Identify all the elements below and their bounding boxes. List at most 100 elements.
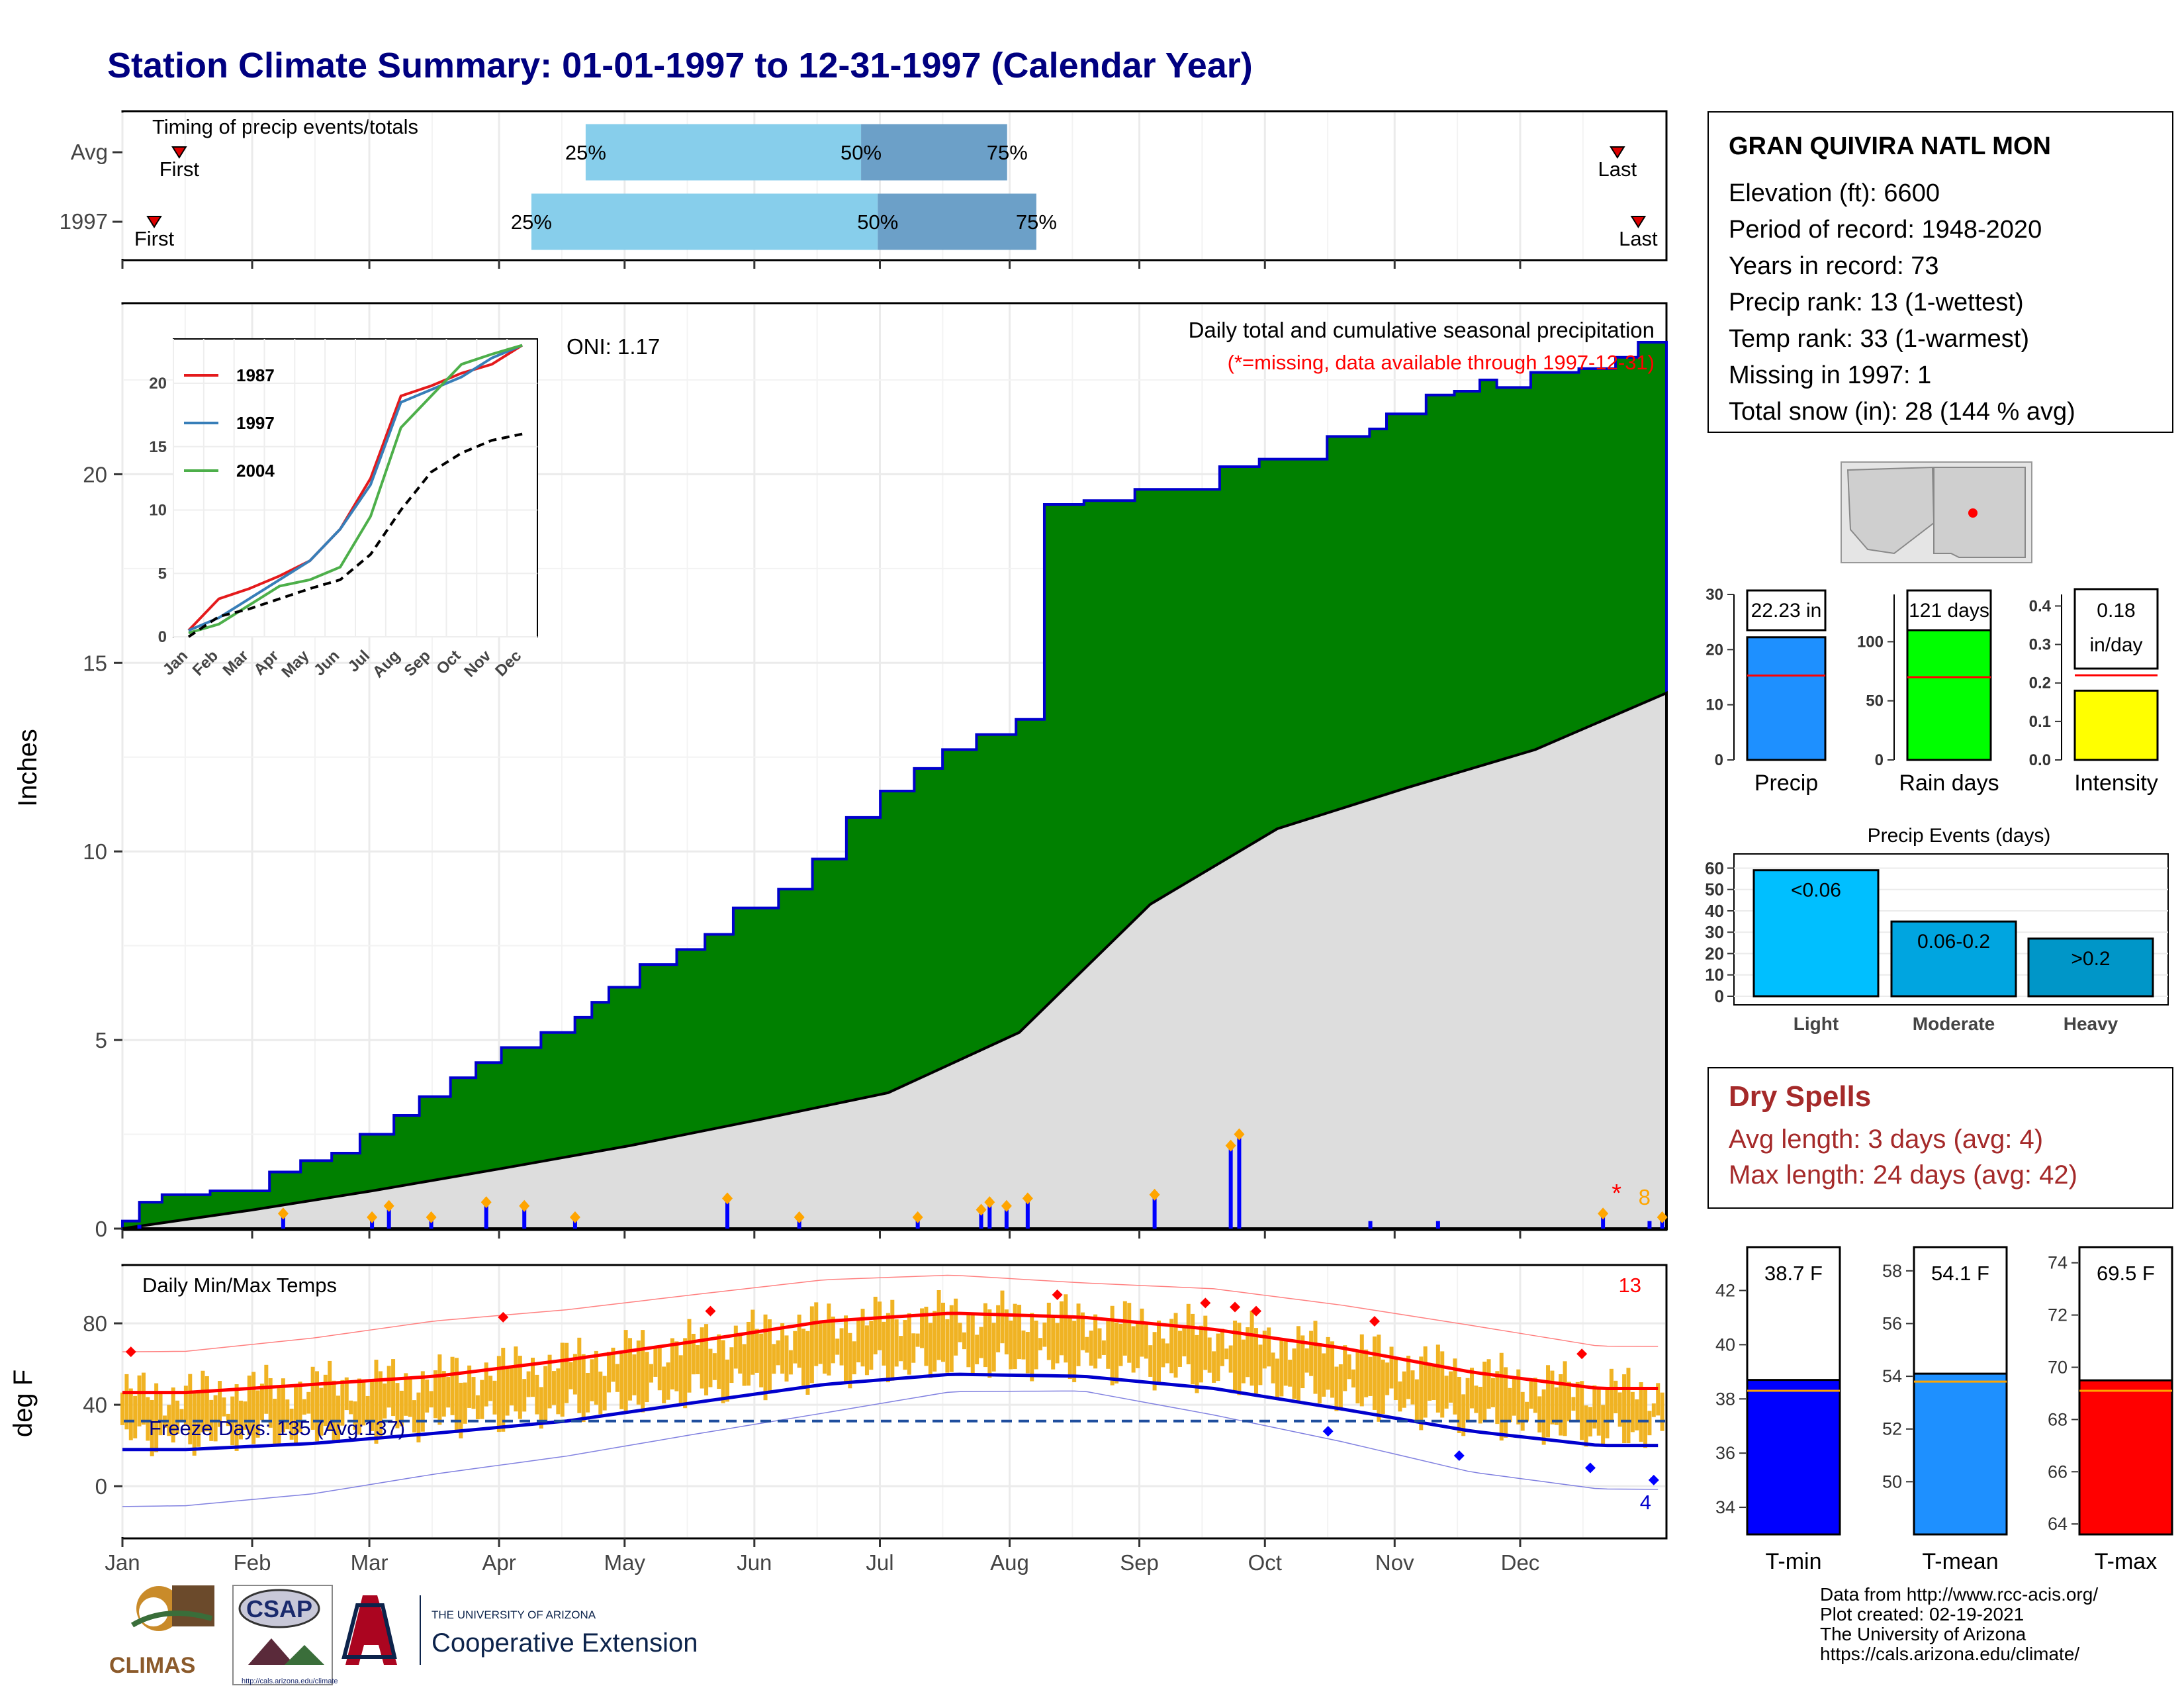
daily-temp-bar — [1504, 1367, 1508, 1438]
daily-temp-bar — [1546, 1365, 1551, 1438]
daily-temp-bar — [391, 1359, 396, 1417]
daily-temp-bar — [903, 1320, 907, 1370]
mini-bar-tick: 0 — [1715, 751, 1723, 769]
temp-bar-tick: 36 — [1715, 1443, 1735, 1463]
x-tick-month: Jun — [737, 1550, 772, 1575]
mini-bar — [1906, 616, 1992, 761]
daily-temp-bar — [1072, 1321, 1077, 1383]
daily-temp-bar — [1355, 1351, 1360, 1404]
daily-temp-bar — [1554, 1387, 1559, 1425]
oni-label: ONI: 1.17 — [567, 334, 660, 359]
inset-y-tick: 5 — [158, 565, 167, 583]
daily-temp-bar — [1559, 1374, 1563, 1436]
daily-temp-bar — [1267, 1327, 1271, 1367]
temp-bar-tick: 58 — [1882, 1261, 1902, 1281]
daily-temp-bar — [1173, 1313, 1178, 1378]
temp-bar — [1913, 1372, 2008, 1536]
daily-temp-bar — [1495, 1371, 1500, 1425]
temp-bar-value: 38.7 F — [1764, 1262, 1823, 1285]
daily-temp-bar — [420, 1371, 425, 1432]
daily-precip-bar — [1368, 1221, 1373, 1229]
temp-bar-label: T-max — [2095, 1549, 2157, 1574]
daily-temp-bar — [814, 1302, 819, 1366]
record-high-marker — [498, 1311, 509, 1323]
daily-temp-bar — [1490, 1378, 1495, 1407]
temp-bar-label: T-min — [1766, 1549, 1822, 1574]
daily-temp-bar — [590, 1359, 594, 1401]
daily-temp-bar — [539, 1387, 543, 1429]
daily-temp-bar — [954, 1298, 958, 1356]
daily-temp-bar — [1191, 1313, 1195, 1385]
daily-temp-bar — [505, 1367, 510, 1416]
daily-temp-bar — [1233, 1321, 1238, 1392]
daily-temp-bar — [1482, 1361, 1487, 1421]
temp-bar-tick: 52 — [1882, 1419, 1902, 1439]
events-tick: 40 — [1705, 901, 1724, 921]
heavy-event-marker — [1657, 1211, 1668, 1223]
daily-temp-bar — [277, 1387, 281, 1444]
daily-temp-bar — [1567, 1382, 1571, 1422]
daily-temp-bar — [572, 1354, 577, 1395]
daily-temp-bar — [1660, 1392, 1664, 1431]
mini-bar-tick: 0.4 — [2029, 597, 2052, 615]
daily-temp-bar — [454, 1358, 459, 1433]
logo-strip: CLIMAS CSAP http://cals.arizona.edu/clim… — [109, 1585, 698, 1685]
daily-temp-bar — [247, 1376, 251, 1436]
daily-temp-bar — [1097, 1328, 1102, 1359]
temp-ylabel: deg F — [9, 1370, 38, 1437]
daily-temp-bar — [1195, 1335, 1199, 1393]
timing-bar-50-75 — [861, 124, 1007, 181]
daily-temp-bar — [611, 1347, 615, 1382]
daily-temp-bar — [298, 1382, 302, 1433]
daily-temp-bar — [336, 1395, 340, 1444]
daily-temp-bar — [374, 1360, 379, 1444]
daily-temp-bar — [1313, 1321, 1318, 1394]
daily-temp-bar — [218, 1381, 222, 1427]
daily-temp-bar — [467, 1365, 472, 1408]
daily-precip-bar — [522, 1205, 527, 1229]
daily-temp-bar — [1435, 1344, 1440, 1413]
timing-panel: Timing of precip events/totals Avg 25% 50%… — [60, 110, 1668, 261]
daily-temp-bar — [996, 1305, 1001, 1352]
daily-temp-bar — [319, 1387, 324, 1436]
daily-temp-bar — [1258, 1344, 1263, 1385]
daily-temp-bar — [1351, 1369, 1356, 1388]
daily-temp-bar — [852, 1341, 856, 1375]
ua-logo-small: THE UNIVERSITY OF ARIZONA — [432, 1609, 596, 1621]
daily-temp-bar — [636, 1340, 641, 1405]
heavy-event-marker — [277, 1207, 289, 1220]
daily-temp-bar — [949, 1305, 954, 1372]
daily-temp-bar — [294, 1387, 298, 1446]
heavy-event-marker — [367, 1211, 378, 1223]
daily-temp-bar — [1101, 1340, 1106, 1355]
csap-logo-text: CSAP — [246, 1595, 312, 1622]
daily-temp-bar — [459, 1382, 463, 1438]
daily-temp-bar — [831, 1316, 835, 1364]
daily-temp-bar — [1622, 1374, 1627, 1444]
daily-temp-bar — [518, 1356, 522, 1419]
daily-temp-bar — [1122, 1301, 1127, 1356]
events-tick: 10 — [1705, 965, 1724, 985]
mini-bar-label: Intensity — [2074, 771, 2158, 796]
y-tick-label: 10 — [83, 839, 107, 864]
mini-bar-tick: 10 — [1706, 696, 1723, 714]
daily-temp-bar — [323, 1374, 328, 1427]
daily-temp-bar — [450, 1356, 455, 1415]
daily-temp-bar — [924, 1307, 929, 1366]
daily-temp-bar — [243, 1401, 248, 1430]
daily-temp-bar — [255, 1390, 260, 1438]
daily-temp-bar — [835, 1338, 840, 1355]
daily-temp-bar — [158, 1393, 163, 1436]
daily-temp-bar — [463, 1382, 467, 1424]
credit-line: Data from http://www.rcc-acis.org/ — [1820, 1584, 2099, 1605]
daily-temp-bar — [328, 1360, 332, 1430]
daily-precip-bar — [281, 1213, 285, 1229]
daily-temp-bar — [678, 1355, 683, 1405]
daily-temp-bar — [551, 1371, 556, 1405]
daily-temp-bar — [437, 1354, 442, 1425]
daily-temp-bar — [780, 1323, 785, 1374]
temp-bar-tick: 68 — [2048, 1409, 2068, 1429]
temp-low-count: 4 — [1640, 1491, 1651, 1514]
